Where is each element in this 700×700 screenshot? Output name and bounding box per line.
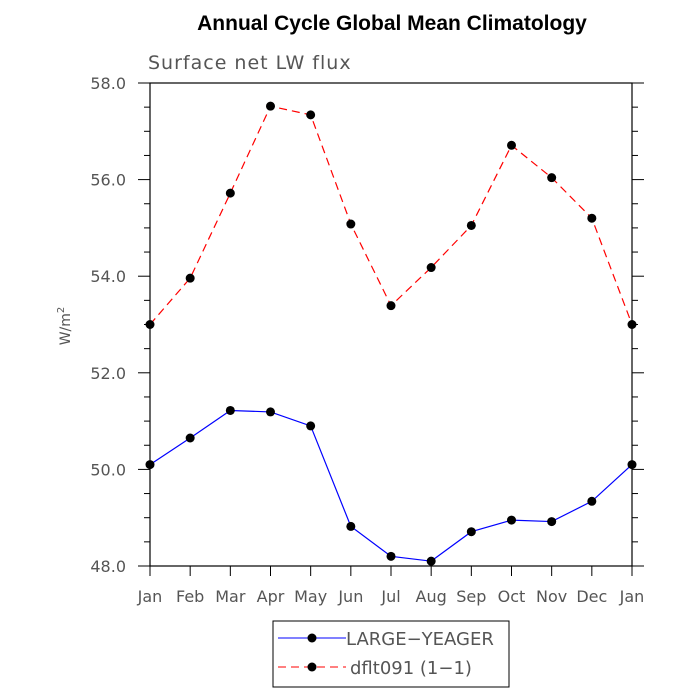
series-point [466, 527, 476, 537]
x-tick-label: Jan [619, 587, 645, 606]
y-axis-label: W/m2 [56, 307, 74, 346]
legend: LARGE−YEAGER dflt091 (1−1) [272, 620, 510, 688]
chart-subtitle: Surface net LW flux [148, 52, 352, 74]
y-tick-label: 52.0 [90, 364, 126, 383]
chart-title: Annual Cycle Global Mean Climatology [197, 12, 587, 35]
y-tick-label: 50.0 [90, 460, 126, 479]
series-point [346, 219, 356, 229]
legend-marker-large-yeager [307, 633, 317, 643]
series-point [547, 517, 557, 527]
x-tick-label: Nov [536, 587, 567, 606]
x-tick-label: Feb [176, 587, 204, 606]
x-tick-label: Jan [137, 587, 163, 606]
series-point [627, 320, 637, 329]
series-point [627, 460, 637, 470]
series-point [306, 110, 316, 120]
y-axis-label-text: W/m [58, 313, 74, 345]
legend-label-large-yeager: LARGE−YEAGER [346, 629, 494, 650]
series-point [466, 220, 476, 230]
series-point [306, 421, 316, 431]
series-line [149, 105, 633, 325]
series-point [266, 101, 275, 111]
series-point [145, 320, 155, 329]
x-tick-label: Aug [416, 587, 447, 606]
series-point [386, 301, 396, 311]
x-tick-label: Jun [337, 587, 363, 606]
series-point [266, 407, 275, 417]
y-tick-label: 56.0 [90, 171, 126, 190]
series-point [547, 173, 557, 183]
x-tick-label: Dec [576, 587, 607, 606]
y-tick-label: 54.0 [90, 267, 126, 286]
series-point [587, 213, 597, 223]
x-tick-label: Sep [456, 587, 486, 606]
plot-frame [149, 82, 633, 567]
series-point [225, 188, 235, 198]
legend-marker-dflt091 [307, 662, 317, 672]
series-point [587, 496, 597, 506]
series-line [149, 409, 633, 562]
x-axis-ticks: Jan Feb Mar Apr May Jun Jul Aug Sep Oct Nov Dec Jan [137, 566, 645, 606]
series-point [386, 551, 396, 561]
y-axis-label-superscript: 2 [56, 307, 67, 313]
series-layer [145, 101, 637, 566]
y-tick-label: 58.0 [90, 74, 126, 93]
legend-label-dflt091: dflt091 (1−1) [350, 658, 472, 679]
series-point [185, 433, 195, 443]
series-point [225, 405, 235, 415]
series-point [185, 273, 195, 283]
x-tick-label: Mar [215, 587, 246, 606]
y-axis-ticks: 48.0 50.0 52.0 54.0 56.0 58.0 [90, 74, 644, 576]
series-point [507, 515, 516, 525]
series-point [507, 140, 516, 150]
svg-text:W/m2: W/m2 [56, 307, 74, 346]
series-point [426, 556, 436, 566]
series-point [145, 460, 155, 470]
legend-box [272, 620, 510, 688]
x-tick-label: Oct [498, 587, 526, 606]
x-tick-label: Apr [257, 587, 285, 606]
series-point [346, 521, 356, 531]
x-tick-label: Jul [380, 587, 400, 606]
y-tick-label: 48.0 [90, 557, 126, 576]
series-point [426, 263, 436, 273]
x-tick-label: May [294, 587, 327, 606]
